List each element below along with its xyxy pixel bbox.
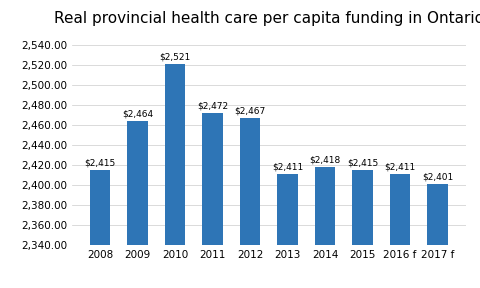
Text: $2,521: $2,521: [159, 53, 191, 62]
Bar: [315, 167, 336, 288]
Bar: [352, 170, 373, 288]
Text: $2,401: $2,401: [422, 173, 453, 182]
Bar: [127, 121, 148, 288]
Title: Real provincial health care per capita funding in Ontario: Real provincial health care per capita f…: [54, 12, 480, 26]
Text: $2,415: $2,415: [84, 159, 116, 168]
Text: $2,411: $2,411: [384, 163, 416, 172]
Bar: [165, 64, 185, 288]
Text: $2,415: $2,415: [347, 159, 378, 168]
Bar: [427, 184, 448, 288]
Bar: [277, 174, 298, 288]
Bar: [240, 118, 260, 288]
Bar: [390, 174, 410, 288]
Text: $2,418: $2,418: [310, 156, 341, 165]
Bar: [90, 170, 110, 288]
Text: $2,472: $2,472: [197, 102, 228, 111]
Bar: [202, 113, 223, 288]
Text: $2,464: $2,464: [122, 110, 153, 119]
Text: $2,411: $2,411: [272, 163, 303, 172]
Text: $2,467: $2,467: [234, 107, 266, 116]
